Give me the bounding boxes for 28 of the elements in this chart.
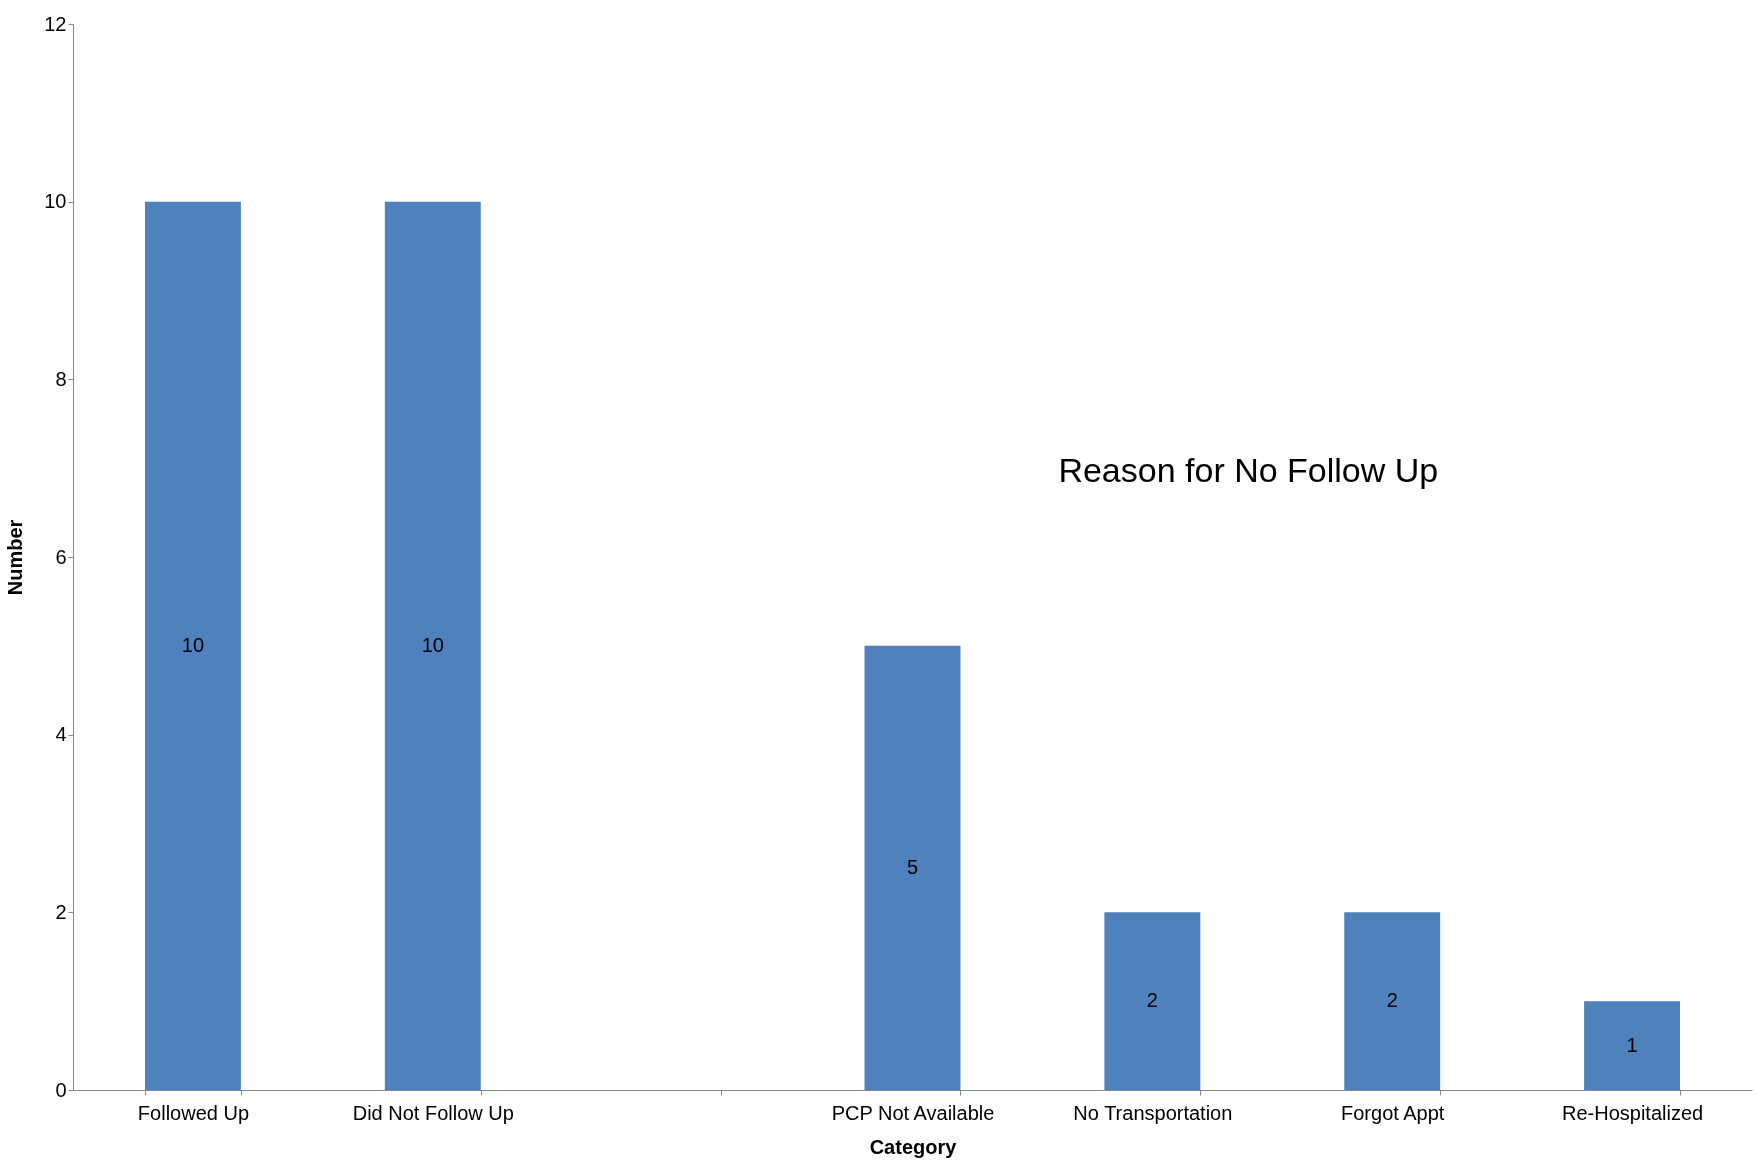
y-tick-label: 4 xyxy=(55,723,67,746)
x-axis-title: Category xyxy=(869,1135,958,1158)
x-tick-label: Re-Hospitalized xyxy=(1561,1101,1704,1124)
data-label: 2 xyxy=(1146,989,1158,1012)
bar xyxy=(1104,912,1201,1090)
data-label: 10 xyxy=(421,633,444,656)
data-label: 1 xyxy=(1626,1033,1638,1056)
bar xyxy=(864,645,961,1090)
bar xyxy=(1584,1001,1681,1090)
x-tick-label: Followed Up xyxy=(137,1101,250,1124)
y-tick-label: 8 xyxy=(55,367,67,390)
x-tick-label: Did Not Follow Up xyxy=(352,1101,514,1124)
data-label: 10 xyxy=(181,633,205,656)
x-tick-label: Forgot Appt xyxy=(1341,1101,1445,1124)
y-tick-label: 2 xyxy=(55,900,67,923)
x-tick-label: No Transportation xyxy=(1073,1101,1233,1124)
bar xyxy=(384,201,481,1090)
bar xyxy=(144,201,241,1090)
y-tick-label: 0 xyxy=(55,1078,67,1101)
x-tick-label: PCP Not Available xyxy=(831,1101,995,1124)
data-label: 5 xyxy=(906,855,919,878)
y-tick-label: 6 xyxy=(55,545,67,568)
data-label: 2 xyxy=(1386,989,1398,1012)
bar xyxy=(1344,912,1441,1090)
text: Reason for No Follow Up xyxy=(1058,450,1439,489)
y-axis-title: Number xyxy=(4,519,27,596)
y-tick-label: 10 xyxy=(44,190,67,213)
y-tick-label: 12 xyxy=(44,12,67,35)
